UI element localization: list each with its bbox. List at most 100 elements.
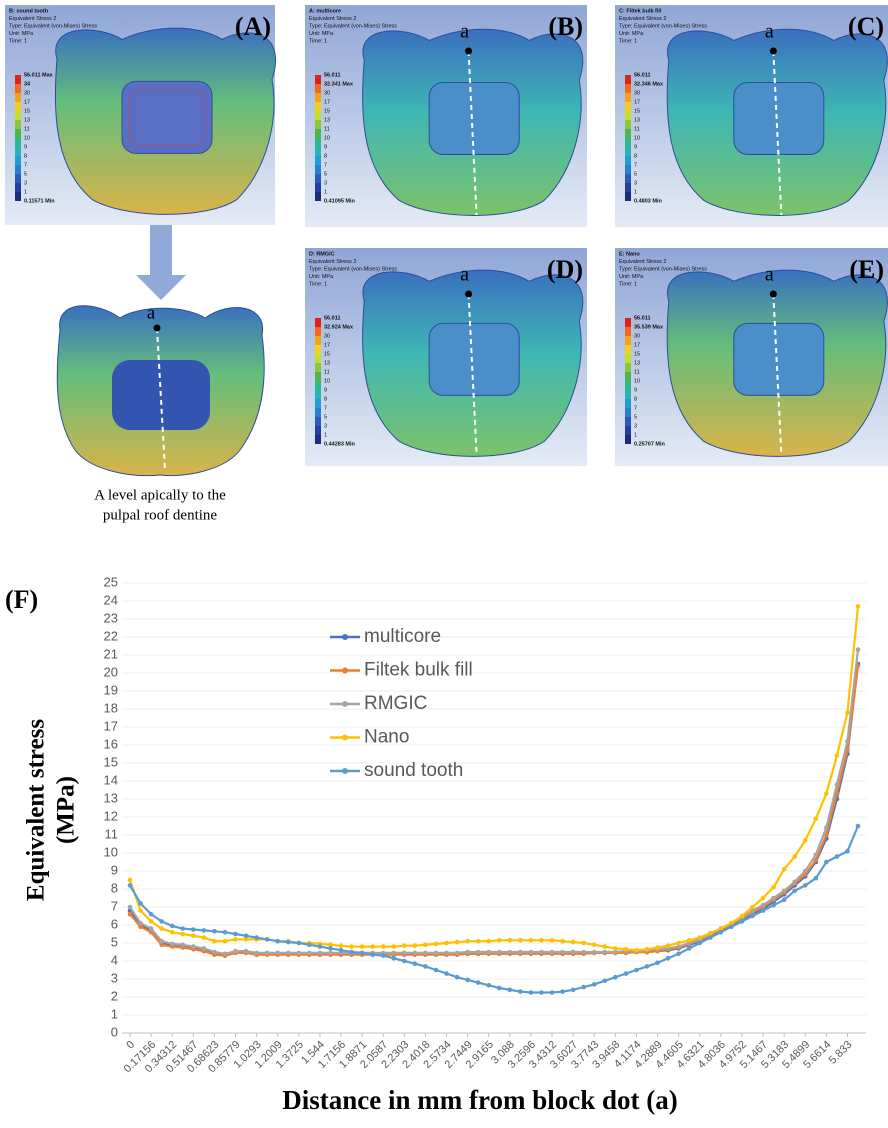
data-point [391,956,396,961]
panel: D: RMGICEquivalent Stress 2Type: Equival… [305,248,587,466]
data-point [708,931,713,936]
data-point [275,939,280,944]
data-point [792,889,797,894]
color-bar-label: 1 [634,432,637,438]
data-point [813,817,818,822]
y-tick-label: 19 [104,682,118,697]
color-bar-label: 30 [24,90,30,96]
color-bar-label: 56.011 [324,315,341,321]
color-bar-cell [15,84,21,93]
color-bar-label: 5 [324,414,327,420]
color-bar-label: 3 [24,180,27,186]
data-point [444,971,449,976]
tooth-cavity [122,81,212,153]
color-bar-label: 15 [24,108,30,114]
color-bar-label: 56.011 [634,315,651,321]
color-bar-label: 32.924 Max [324,324,354,330]
tooth-cavity [429,82,519,154]
data-point [360,944,365,949]
data-point [138,908,143,913]
color-bar-cell [625,129,631,138]
color-bar-cell [315,408,321,417]
legend-marker [342,768,348,774]
color-bar-label: 3 [324,423,327,429]
data-point [465,939,470,944]
data-point [402,959,407,964]
color-bar-label: 11 [324,126,330,132]
data-point [803,869,808,874]
data-point [223,939,228,944]
data-point [391,944,396,949]
y-tick-label: 5 [111,934,118,949]
color-bar-label: 0.44283 Min [324,441,356,447]
data-point [286,951,291,956]
color-bar-label: 7 [324,405,327,411]
color-bar-cell [625,345,631,354]
color-bar-cell [15,174,21,183]
color-bar-cell [315,84,321,93]
data-point [402,951,407,956]
data-point [476,950,481,955]
color-bar-label: 15 [324,108,330,114]
point-dot [465,291,472,298]
data-point [560,950,565,955]
color-bar-label: 30 [324,90,330,96]
panel-header: Time: 1 [619,281,637,287]
color-bar-label: 7 [634,405,637,411]
data-point [634,968,639,973]
panel-header: Time: 1 [619,38,637,44]
data-point [128,883,133,888]
color-bar-cell [625,417,631,426]
data-point [676,952,681,957]
y-axis-title: (MPa) [53,776,80,844]
data-point [212,950,217,955]
data-point [286,940,291,945]
data-point [803,883,808,888]
color-bar-cell [625,120,631,129]
color-bar-cell [625,165,631,174]
data-point [655,945,660,950]
data-point [750,905,755,910]
data-point [233,949,238,954]
color-bar-label: 3 [324,180,327,186]
data-point [413,961,418,966]
data-point [729,925,734,930]
caption: A level apically to the [94,487,226,503]
legend-marker [342,735,348,741]
color-bar-label: 13 [324,360,330,366]
color-bar-label: 1 [24,189,27,195]
color-bar-cell [625,102,631,111]
color-bar-cell [625,174,631,183]
color-bar-cell [15,165,21,174]
data-point [529,990,534,995]
color-bar-cell [15,129,21,138]
data-point [539,950,544,955]
series-line [130,650,858,954]
y-tick-label: 17 [104,718,118,733]
panel-letter: (B) [548,12,583,41]
data-point [750,914,755,919]
color-bar-cell [315,93,321,102]
data-point [687,938,692,943]
color-bar-label: 9 [634,387,637,393]
panel-label: (F) [5,585,38,614]
data-point [592,982,597,987]
legend-label: Nano [364,727,409,748]
y-tick-label: 3 [111,970,118,985]
data-point [223,952,228,957]
y-tick-label: 7 [111,898,118,913]
color-bar-cell [315,363,321,372]
data-point [212,939,217,944]
data-point [128,905,133,910]
color-bar-cell [15,111,21,120]
color-bar-label: 0.11571 Min [24,198,55,204]
color-bar-label: 10 [634,378,640,384]
data-point [550,950,555,955]
data-point [845,710,850,715]
data-point [666,956,671,961]
data-point [613,946,618,951]
data-point [581,985,586,990]
color-bar-cell [315,381,321,390]
color-bar-cell [625,75,631,84]
color-bar-cell [315,183,321,192]
